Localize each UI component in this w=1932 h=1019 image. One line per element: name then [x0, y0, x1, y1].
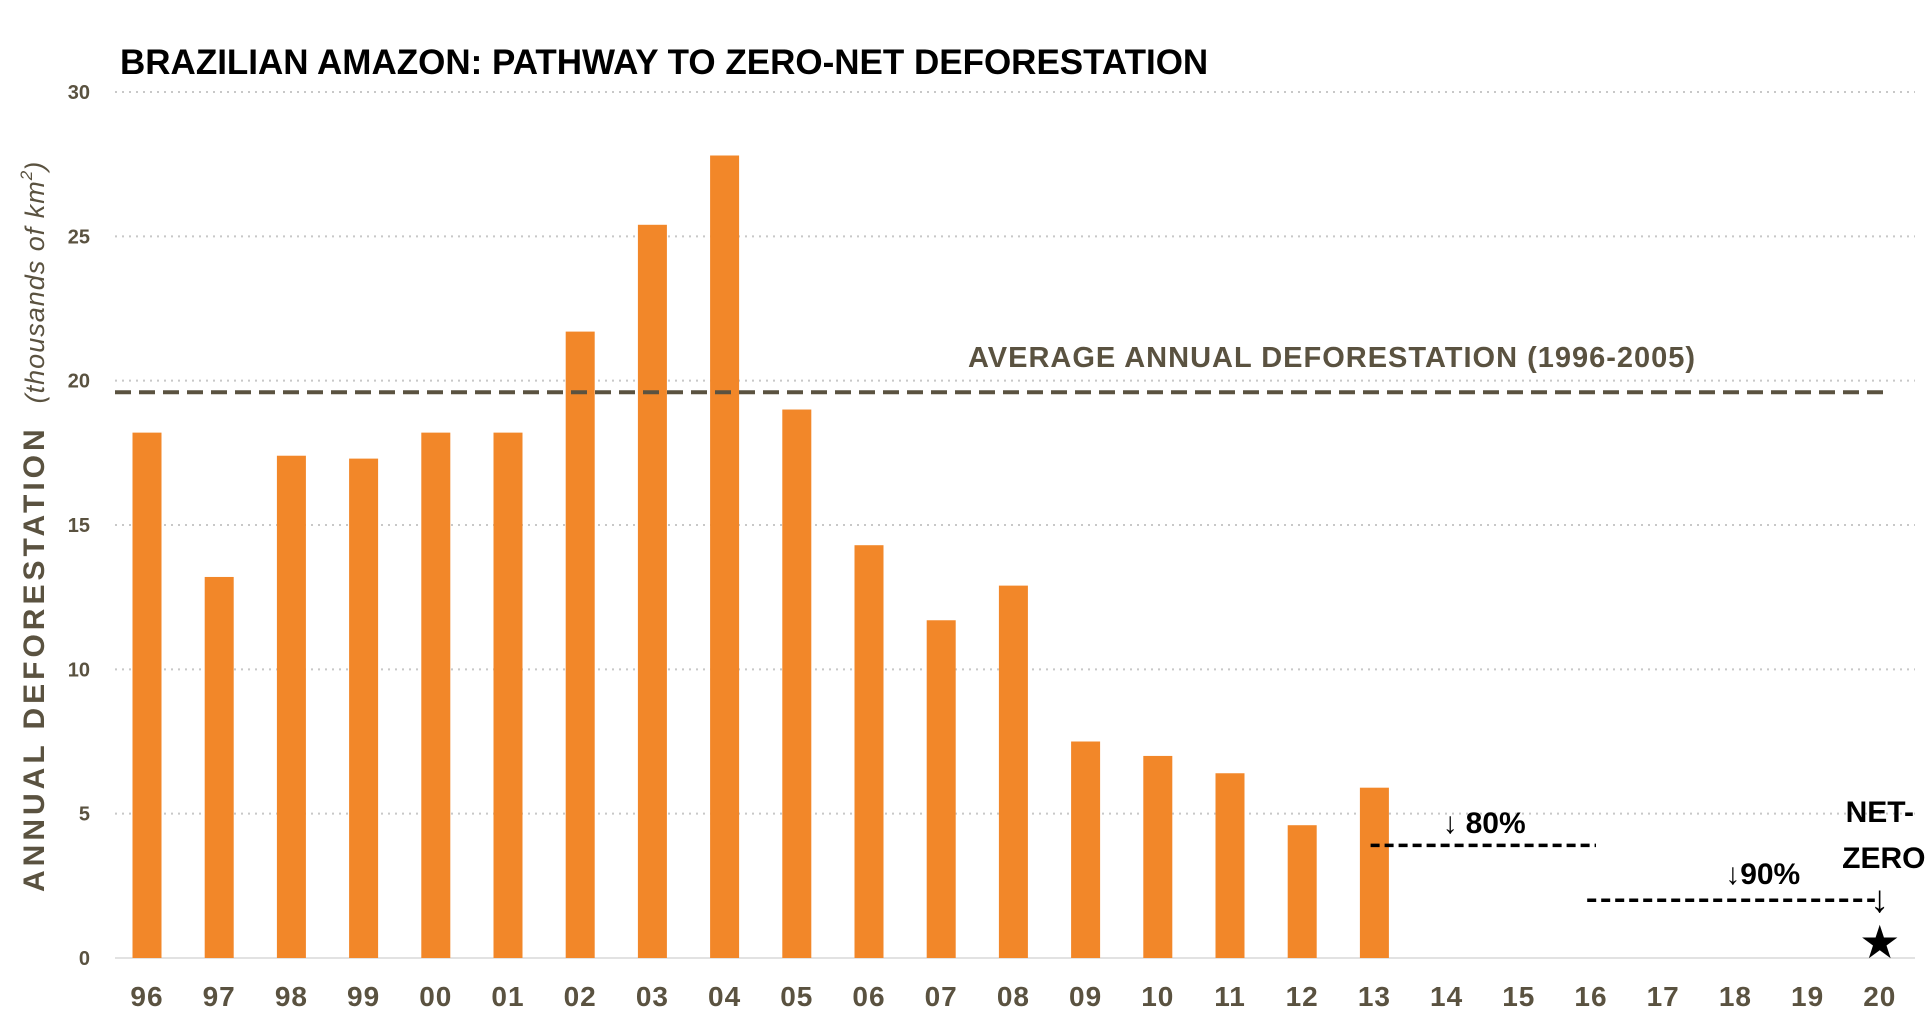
- bar-96: [132, 432, 162, 958]
- x-tick-label: 02: [564, 981, 597, 1012]
- x-tick-label: 08: [997, 981, 1030, 1012]
- net-zero-arrow-icon: ↓: [1870, 879, 1889, 921]
- y-tick-label: 10: [68, 659, 90, 681]
- bar-08: [998, 585, 1028, 958]
- target-percent: 80%: [1466, 807, 1526, 840]
- x-tick-label: 00: [419, 981, 452, 1012]
- x-tick-label: 09: [1069, 981, 1102, 1012]
- y-axis-ticks: 0 5 10 15 20 25 30: [68, 82, 90, 970]
- bar-13: [1359, 787, 1389, 958]
- x-tick-label: 11: [1214, 981, 1246, 1012]
- x-tick-label: 06: [852, 981, 885, 1012]
- x-axis-ticks: 96 97 98 99 00 01 02 03 04 05 06 07 08 09 10 11 12 13 14 15…: [130, 981, 1896, 1012]
- bars: [132, 155, 1389, 959]
- bar-02: [565, 331, 595, 958]
- x-tick-label: 96: [130, 981, 163, 1012]
- y-tick-label: 20: [68, 371, 90, 393]
- x-tick-label: 05: [780, 981, 813, 1012]
- y-tick-label: 25: [68, 226, 90, 248]
- x-tick-label: 13: [1358, 981, 1391, 1012]
- y-axis-units: (thousands of km: [20, 180, 50, 403]
- bar-04: [710, 155, 740, 959]
- x-tick-label: 97: [203, 981, 236, 1012]
- x-tick-label: 14: [1430, 981, 1463, 1012]
- x-tick-label: 15: [1502, 981, 1535, 1012]
- bar-05: [782, 409, 812, 958]
- bar-98: [276, 455, 306, 958]
- bar-03: [637, 224, 667, 958]
- bar-01: [493, 432, 523, 958]
- x-tick-label: 18: [1719, 981, 1752, 1012]
- x-tick-label: 98: [275, 981, 308, 1012]
- bar-97: [204, 576, 234, 958]
- y-axis-label: ANNUAL DEFORESTATION (thousands of km2): [17, 162, 51, 892]
- y-axis-units-close: ): [20, 162, 50, 174]
- x-tick-label: 10: [1141, 981, 1174, 1012]
- down-arrow-icon: ↓: [1443, 807, 1458, 840]
- x-tick-label: 17: [1647, 981, 1680, 1012]
- bar-00: [421, 432, 451, 958]
- bar-12: [1287, 825, 1317, 958]
- y-axis-units-sup: 2: [17, 170, 36, 181]
- x-tick-label: 20: [1863, 981, 1896, 1012]
- x-tick-label: 07: [925, 981, 958, 1012]
- star-icon: ★: [1859, 916, 1900, 968]
- bar-11: [1215, 773, 1245, 958]
- x-tick-label: 99: [347, 981, 380, 1012]
- bar-10: [1143, 755, 1173, 958]
- average-line-label: AVERAGE ANNUAL DEFORESTATION (1996-2005): [968, 342, 1696, 374]
- bar-06: [854, 545, 884, 958]
- x-tick-label: 04: [708, 981, 741, 1012]
- bar-09: [1071, 741, 1101, 958]
- target-label-90%: ↓90%: [1725, 858, 1800, 891]
- net-zero-label-line1: NET-: [1846, 796, 1914, 829]
- y-axis-label-main: ANNUAL DEFORESTATION: [18, 425, 51, 892]
- x-tick-label: 19: [1791, 981, 1824, 1012]
- y-tick-label: 5: [79, 804, 90, 826]
- y-tick-label: 30: [68, 82, 90, 104]
- target-label-80%: ↓ 80%: [1443, 807, 1526, 840]
- y-tick-label: 0: [79, 948, 90, 970]
- y-tick-label: 15: [68, 515, 90, 537]
- x-tick-label: 03: [636, 981, 669, 1012]
- chart-title: BRAZILIAN AMAZON: PATHWAY TO ZERO-NET DE…: [120, 43, 1208, 82]
- down-arrow-icon: ↓: [1725, 858, 1740, 891]
- target-percent: 90%: [1740, 858, 1800, 891]
- bar-99: [349, 458, 379, 958]
- bar-07: [926, 620, 956, 958]
- net-zero-label-line2: ZERO: [1842, 842, 1925, 875]
- x-tick-label: 01: [491, 981, 524, 1012]
- x-tick-label: 12: [1286, 981, 1319, 1012]
- x-tick-label: 16: [1574, 981, 1607, 1012]
- annotations: AVERAGE ANNUAL DEFORESTATION (1996-2005)…: [115, 342, 1925, 968]
